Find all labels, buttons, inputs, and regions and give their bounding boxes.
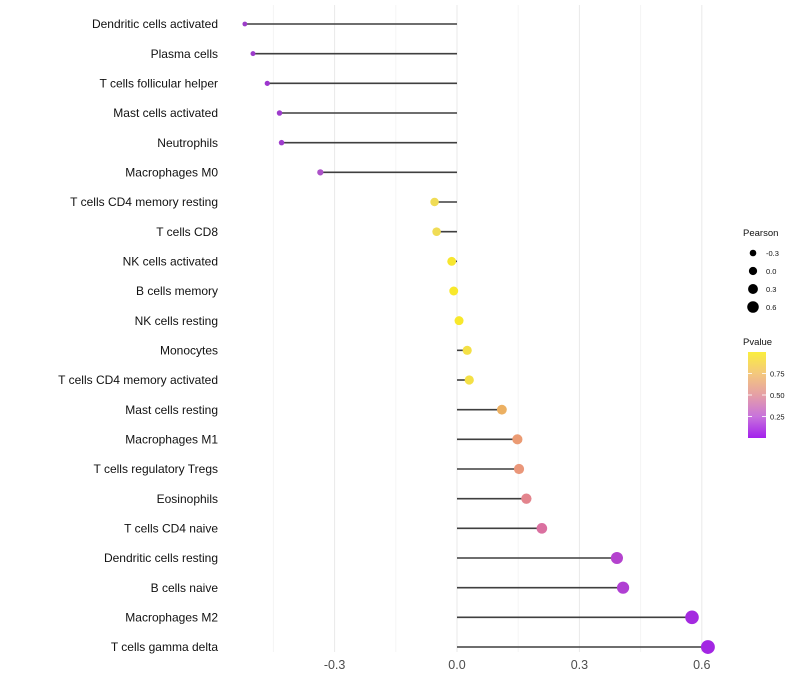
pearson-legend-dot [749, 249, 757, 257]
category-label: T cells CD8 [156, 225, 218, 239]
lollipop-dot [536, 523, 548, 534]
category-label: Mast cells resting [125, 403, 218, 417]
lollipop-dot [610, 551, 623, 565]
lollipop-dot [317, 169, 324, 176]
lollipop-row: T cells CD4 memory resting [70, 195, 457, 209]
category-label: Eosinophils [157, 492, 218, 506]
pearson-legend-dot [748, 266, 758, 276]
pvalue-tick-label: 0.50 [770, 391, 785, 400]
lollipop-dot [278, 139, 285, 146]
lollipop-row: Macrophages M2 [125, 611, 699, 625]
x-tick-label: 0.0 [448, 658, 465, 672]
lollipop-row: Mast cells activated [113, 106, 457, 120]
lollipop-dot [464, 375, 474, 385]
category-label: Dendritic cells resting [104, 551, 218, 565]
category-label: T cells regulatory Tregs [94, 462, 219, 476]
lollipop-dot [462, 345, 472, 355]
category-label: T cells CD4 memory resting [70, 195, 218, 209]
category-label: Dendritic cells activated [92, 17, 218, 31]
lollipop-dot [454, 316, 464, 326]
lollipop-dot [276, 110, 283, 116]
x-axis-tick-labels: -0.3 0.0 0.3 0.6 [324, 658, 711, 672]
pearson-legend-dot [747, 301, 759, 313]
lollipop-dot [685, 610, 699, 625]
category-label: T cells CD4 naive [124, 522, 218, 536]
category-label: T cells CD4 memory activated [58, 373, 218, 387]
lollipop-dot [264, 80, 270, 86]
pearson-legend-label: 0.3 [766, 285, 776, 294]
category-label: Neutrophils [157, 136, 218, 150]
lollipop-dot [242, 21, 248, 27]
lollipop-row: T cells follicular helper [100, 77, 457, 91]
lollipop-row: NK cells resting [135, 314, 464, 328]
lollipop-dot [449, 286, 459, 296]
lollipop-dot [513, 463, 525, 475]
pvalue-colorbar [748, 352, 766, 438]
pvalue-tick-label: 0.75 [770, 370, 785, 379]
pvalue-color-legend: Pvalue 0.75 0.50 0.25 [743, 337, 785, 438]
lollipop-row: NK cells activated [123, 255, 457, 269]
lollipop-row: B cells naive [151, 581, 630, 595]
lollipop-row: Monocytes [160, 344, 472, 358]
lollipop-row: Macrophages M0 [125, 166, 457, 180]
category-label: B cells memory [136, 284, 218, 298]
category-label: T cells gamma delta [111, 640, 218, 654]
lollipop-row: Neutrophils [157, 136, 457, 150]
pvalue-legend-title: Pvalue [743, 337, 772, 348]
lollipop-dot [250, 51, 256, 57]
pearson-size-legend: Pearson -0.3 0.0 0.3 0.6 [743, 228, 779, 313]
lollipop-dot [521, 493, 532, 504]
lollipop-dot [496, 404, 507, 415]
category-label: NK cells resting [135, 314, 218, 328]
lollipop-row: Mast cells resting [125, 403, 507, 417]
lollipop-dot [430, 197, 439, 207]
lollipop-row: Plasma cells [151, 47, 457, 61]
lollipop-dot [432, 227, 441, 236]
lollipop-rows: Dendritic cells activated Plasma cells T c… [58, 17, 715, 654]
lollipop-dot [616, 581, 630, 594]
plot-gridlines [272, 5, 703, 652]
lollipop-row: Dendritic cells resting [104, 551, 623, 565]
lollipop-row: T cells CD4 naive [124, 522, 548, 536]
lollipop-dot [447, 256, 457, 266]
lollipop-dot [512, 434, 523, 445]
pvalue-tick-label: 0.25 [770, 413, 785, 422]
lollipop-row: B cells memory [136, 284, 459, 298]
lollipop-row: Dendritic cells activated [92, 17, 457, 31]
pearson-legend-title: Pearson [743, 228, 778, 239]
lollipop-dot [700, 640, 715, 654]
category-label: Macrophages M0 [125, 166, 218, 180]
lollipop-row: T cells regulatory Tregs [94, 462, 525, 476]
pvalue-colorbar-ticks: 0.75 0.50 0.25 [748, 370, 785, 422]
pearson-legend-dot [748, 284, 758, 294]
category-label: B cells naive [151, 581, 219, 595]
lollipop-row: Eosinophils [157, 492, 532, 506]
lollipop-row: T cells gamma delta [111, 640, 715, 654]
pearson-legend-label: -0.3 [766, 249, 779, 258]
x-tick-label: 0.3 [571, 658, 588, 672]
lollipop-row: T cells CD8 [156, 225, 457, 239]
category-label: Plasma cells [151, 47, 218, 61]
category-label: Monocytes [160, 344, 218, 358]
category-label: Mast cells activated [113, 106, 218, 120]
category-label: NK cells activated [123, 255, 218, 269]
x-tick-label: -0.3 [324, 658, 346, 672]
pearson-legend-label: 0.0 [766, 267, 776, 276]
lollipop-row: Macrophages M1 [125, 433, 523, 447]
lollipop-row: T cells CD4 memory activated [58, 373, 474, 387]
category-label: Macrophages M1 [125, 433, 218, 447]
category-label: T cells follicular helper [100, 77, 219, 91]
pearson-legend-entries: -0.3 0.0 0.3 0.6 [747, 249, 779, 313]
pearson-legend-label: 0.6 [766, 303, 776, 312]
x-tick-label: 0.6 [693, 658, 710, 672]
category-label: Macrophages M2 [125, 611, 218, 625]
